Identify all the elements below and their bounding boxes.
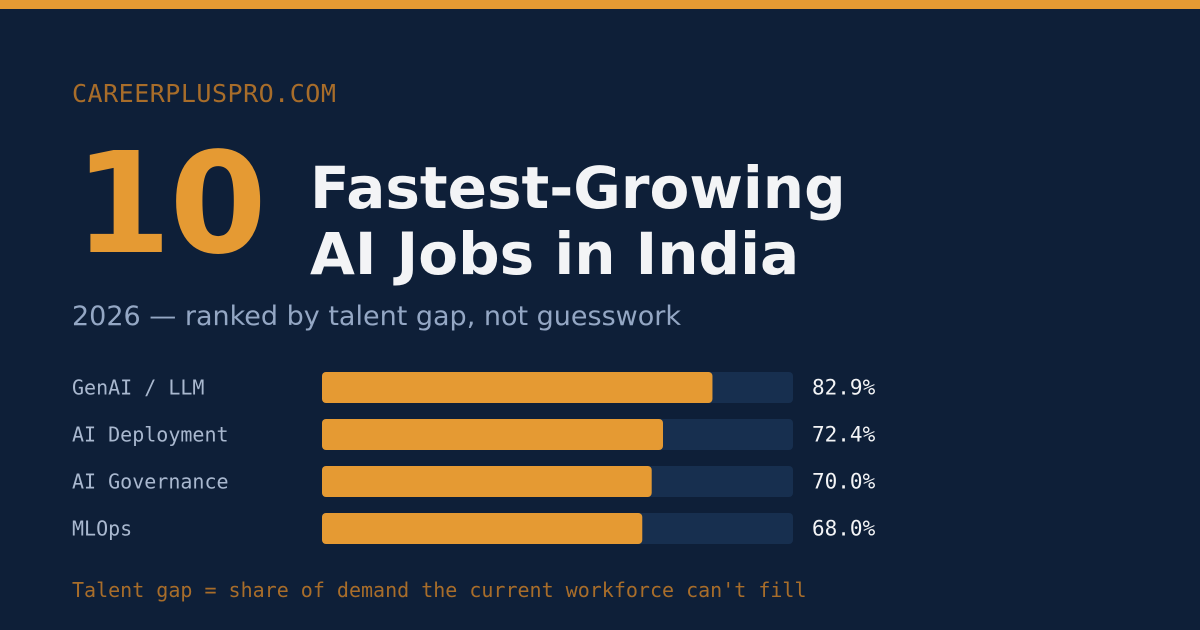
bar-category-label: GenAI / LLM (72, 376, 204, 400)
title-line-1: Fastest-Growing (310, 154, 846, 222)
site-name: CAREERPLUSPRO.COM (72, 79, 337, 108)
bar (322, 466, 652, 497)
bar-value-label: 68.0% (812, 517, 876, 541)
bar (322, 372, 713, 403)
big-number: 10 (74, 123, 267, 286)
bar-category-label: MLOps (72, 517, 132, 541)
bar-category-label: AI Deployment (72, 423, 229, 447)
title-line-2: AI Jobs in India (310, 220, 800, 288)
bar (322, 419, 664, 450)
page-title: Fastest-Growing AI Jobs in India (310, 155, 846, 287)
bar-value-label: 82.9% (812, 376, 876, 400)
subtitle: 2026 — ranked by talent gap, not guesswo… (72, 301, 681, 332)
bar-value-label: 70.0% (812, 470, 876, 494)
top-accent-bar (0, 0, 1200, 9)
bar (322, 513, 643, 544)
footnote: Talent gap = share of demand the current… (72, 578, 807, 602)
bar-category-label: AI Governance (72, 470, 229, 494)
bar-value-label: 72.4% (812, 423, 876, 447)
